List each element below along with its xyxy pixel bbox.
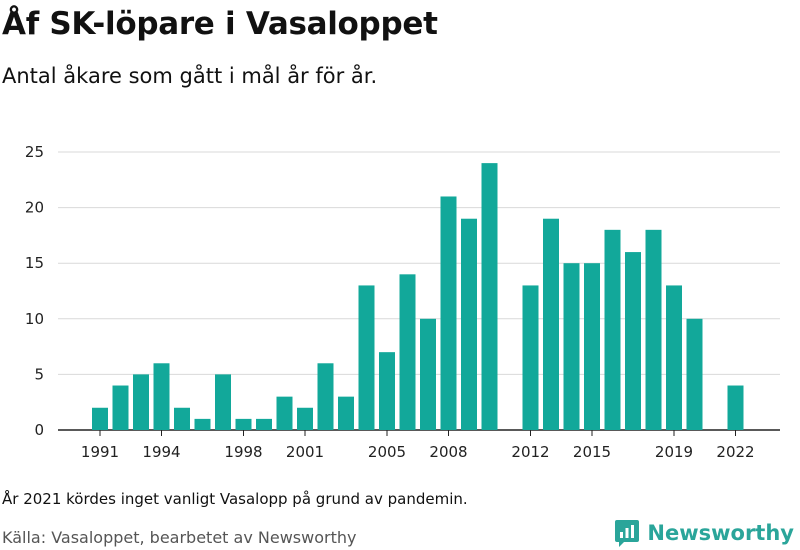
- bar-1993: [133, 374, 149, 430]
- bar-2017: [625, 252, 641, 430]
- bar-1999: [256, 418, 272, 430]
- newsworthy-logo-icon: [615, 520, 640, 547]
- x-tick-label: 2005: [368, 443, 406, 461]
- bar-1998: [235, 418, 252, 430]
- bar-2010: [481, 163, 498, 430]
- bar-2002: [317, 363, 334, 430]
- bar-2013: [543, 218, 559, 430]
- x-tick-label: 1998: [224, 443, 262, 461]
- bar-2022: [727, 385, 744, 430]
- chart-title: Åf SK-löpare i Vasaloppet: [2, 6, 438, 42]
- bar-1991: [92, 407, 108, 430]
- y-tick-label: 5: [34, 365, 44, 383]
- x-tick-label: 2001: [286, 443, 324, 461]
- y-tick-label: 0: [34, 421, 44, 439]
- chart-footnote: År 2021 kördes inget vanligt Vasalopp på…: [2, 490, 468, 508]
- x-tick-label: 2019: [655, 443, 693, 461]
- bar-2014: [563, 263, 580, 430]
- chart-subtitle: Antal åkare som gått i mål år för år.: [2, 64, 378, 88]
- x-tick-label: 2022: [716, 443, 754, 461]
- x-tick-label: 1994: [142, 443, 180, 461]
- bar-2015: [584, 263, 600, 430]
- x-tick-label: 2008: [429, 443, 467, 461]
- bar-2006: [399, 274, 416, 430]
- bar-2008: [440, 196, 457, 430]
- bar-2007: [420, 318, 436, 430]
- bar-2009: [461, 218, 477, 430]
- y-tick-label: 10: [25, 310, 44, 328]
- bar-2012: [522, 285, 539, 430]
- newsworthy-brand: Newsworthy: [614, 518, 794, 548]
- bar-1994: [153, 363, 170, 430]
- bar-2018: [645, 229, 662, 430]
- bar-2005: [379, 352, 395, 430]
- bar-2003: [338, 396, 354, 430]
- bar-1997: [215, 374, 231, 430]
- bar-1996: [194, 418, 211, 430]
- y-tick-label: 25: [25, 143, 44, 161]
- y-tick-label: 20: [25, 199, 44, 217]
- x-tick-label: 1991: [81, 443, 119, 461]
- bar-2000: [276, 396, 293, 430]
- x-tick-label: 2012: [511, 443, 549, 461]
- bar-2004: [358, 285, 375, 430]
- brand-name: Newsworthy: [647, 521, 794, 545]
- y-tick-label: 15: [25, 254, 44, 272]
- bar-1995: [174, 407, 190, 430]
- bar-2001: [297, 407, 313, 430]
- bar-2020: [686, 318, 703, 430]
- bar-2019: [666, 285, 682, 430]
- bar-1992: [112, 385, 129, 430]
- x-tick-label: 2015: [573, 443, 611, 461]
- bar-2016: [604, 229, 621, 430]
- source-credit: Källa: Vasaloppet, bearbetet av Newswort…: [2, 528, 357, 547]
